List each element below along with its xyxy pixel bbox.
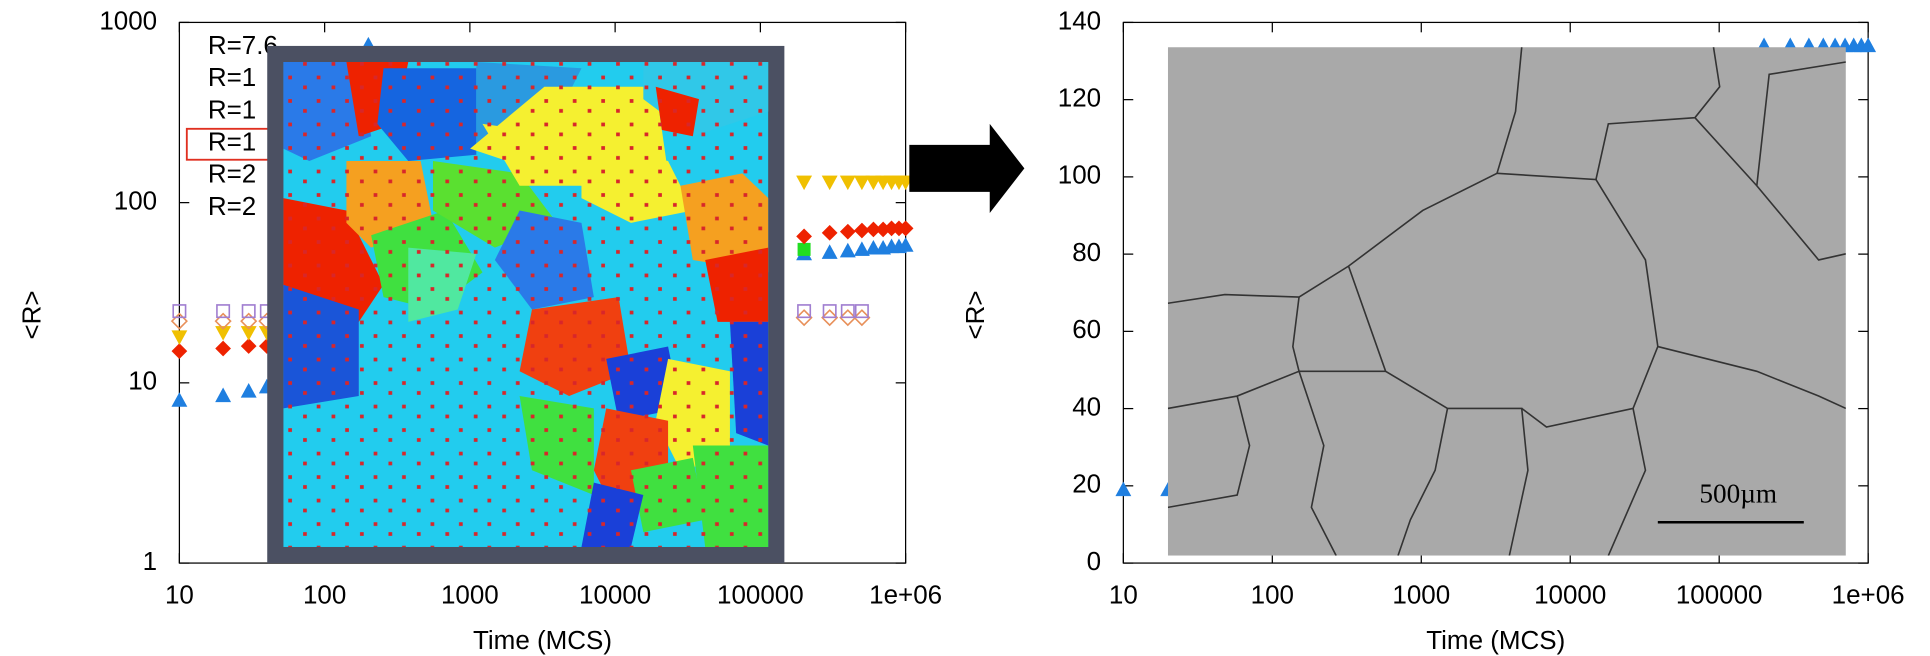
simulation-inset bbox=[267, 45, 785, 564]
data-point bbox=[840, 304, 855, 319]
x-tick-label: 10 bbox=[1109, 579, 1138, 609]
legend-label: R=1 bbox=[208, 62, 256, 92]
y-tick-label: 20 bbox=[1072, 469, 1101, 499]
data-point bbox=[822, 304, 837, 319]
data-point bbox=[797, 304, 812, 319]
y-axis-label: <R> bbox=[960, 290, 990, 339]
legend-label: R=1 bbox=[208, 94, 256, 124]
data-point bbox=[821, 224, 838, 241]
plot-frame bbox=[1122, 21, 1869, 564]
data-point bbox=[215, 340, 231, 357]
x-tick-label: 10000 bbox=[1534, 579, 1606, 609]
data-point bbox=[853, 309, 871, 327]
data-point bbox=[171, 343, 188, 359]
data-point bbox=[214, 312, 232, 330]
data-point bbox=[853, 241, 870, 256]
data-point bbox=[216, 304, 231, 319]
data-point bbox=[839, 175, 856, 191]
y-axis-label: <R> bbox=[16, 290, 46, 339]
x-tick-label: 1e+06 bbox=[1832, 579, 1905, 609]
data-point bbox=[795, 309, 813, 327]
data-point bbox=[854, 304, 869, 319]
data-point bbox=[853, 175, 870, 191]
micrograph: 500µm bbox=[1167, 47, 1846, 556]
grain-map bbox=[283, 62, 769, 547]
x-axis-label: Time (MCS) bbox=[1426, 625, 1565, 655]
y-tick-label: 1000 bbox=[99, 5, 157, 35]
data-point bbox=[897, 237, 914, 252]
data-point bbox=[796, 228, 812, 245]
data-point bbox=[821, 309, 839, 327]
y-tick-label: 80 bbox=[1072, 237, 1101, 267]
data-point bbox=[839, 309, 857, 327]
data-point bbox=[240, 383, 257, 398]
y-tick-label: 10 bbox=[128, 366, 157, 396]
arrow bbox=[909, 123, 1025, 213]
y-tick-label: 140 bbox=[1058, 5, 1101, 35]
y-tick-label: 120 bbox=[1058, 83, 1101, 113]
data-point bbox=[821, 244, 838, 259]
data-point bbox=[897, 220, 914, 237]
y-tick-label: 40 bbox=[1072, 391, 1101, 421]
x-tick-label: 10000 bbox=[579, 579, 651, 609]
x-tick-label: 100000 bbox=[1676, 579, 1763, 609]
data-point bbox=[839, 223, 856, 240]
legend-label: R=1 bbox=[208, 127, 256, 157]
x-tick-label: 100000 bbox=[717, 579, 804, 609]
data-point bbox=[865, 239, 882, 255]
data-point bbox=[821, 175, 838, 191]
data-point bbox=[240, 312, 258, 330]
data-point bbox=[854, 222, 870, 239]
legend-label: R=7.6 bbox=[208, 30, 278, 60]
data-point bbox=[839, 242, 856, 258]
x-tick-label: 1e+06 bbox=[869, 579, 942, 609]
data-point bbox=[796, 175, 813, 191]
data-point bbox=[215, 387, 232, 403]
data-point bbox=[171, 392, 188, 407]
data-point bbox=[240, 338, 257, 354]
y-tick-label: 1 bbox=[143, 546, 157, 576]
data-point bbox=[1860, 37, 1877, 53]
legend-label: R=2 bbox=[208, 191, 256, 221]
data-point bbox=[1115, 481, 1132, 497]
data-point bbox=[797, 242, 811, 256]
data-point bbox=[865, 175, 882, 191]
data-point bbox=[241, 304, 256, 319]
scale-bar-label: 500µm bbox=[1699, 479, 1777, 509]
data-point bbox=[240, 326, 257, 341]
data-point bbox=[215, 326, 232, 341]
y-tick-label: 0 bbox=[1087, 546, 1101, 576]
x-tick-label: 100 bbox=[1251, 579, 1294, 609]
data-point bbox=[171, 330, 188, 345]
y-tick-label: 60 bbox=[1072, 314, 1101, 344]
x-axis-label: Time (MCS) bbox=[473, 625, 612, 655]
x-tick-label: 1000 bbox=[1392, 579, 1450, 609]
y-tick-label: 100 bbox=[114, 185, 157, 215]
data-point bbox=[172, 304, 187, 319]
y-tick-label: 100 bbox=[1058, 160, 1101, 190]
data-point bbox=[170, 312, 188, 330]
x-tick-label: 1000 bbox=[441, 579, 499, 609]
x-tick-label: 100 bbox=[303, 579, 346, 609]
x-tick-label: 10 bbox=[165, 579, 194, 609]
legend-label: R=2 bbox=[208, 159, 256, 189]
